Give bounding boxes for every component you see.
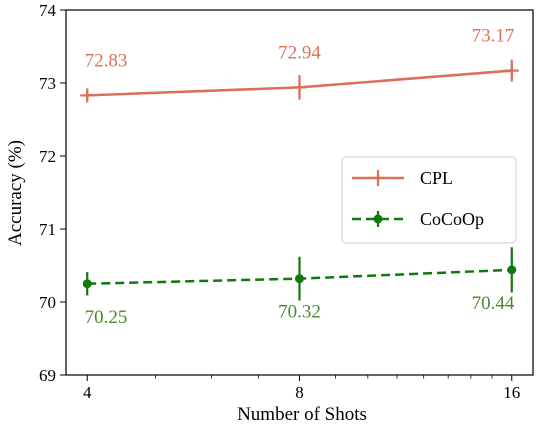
y-tick-label: 72 xyxy=(39,147,56,166)
data-label: 72.94 xyxy=(278,42,321,63)
data-label: 70.25 xyxy=(85,307,128,328)
data-point xyxy=(507,265,517,275)
data-point xyxy=(292,80,307,95)
y-tick-label: 73 xyxy=(39,74,56,93)
legend-label: CPL xyxy=(420,168,453,188)
legend-entry-cocoop: CoCoOp xyxy=(352,209,484,229)
data-label: 73.17 xyxy=(472,26,515,47)
y-tick-label: 70 xyxy=(39,293,56,312)
series-cocoop: 70.25 70.32 70.44 xyxy=(82,247,517,328)
data-label: 70.32 xyxy=(278,302,321,323)
legend-entry-cpl: CPL xyxy=(352,168,453,188)
y-tick-label: 69 xyxy=(39,366,56,385)
data-point xyxy=(80,88,95,103)
x-tick-label: 8 xyxy=(295,383,304,402)
data-label: 72.83 xyxy=(85,50,128,71)
plot-area: 69 70 71 72 73 74 4 8 16 72.83 72.94 73.17 70.25 70.3… xyxy=(39,1,534,402)
data-point xyxy=(504,63,519,78)
x-axis-label: Number of Shots xyxy=(237,404,367,425)
x-tick-label: 16 xyxy=(503,383,520,402)
data-point xyxy=(295,274,304,284)
y-axis-label: Accuracy (%) xyxy=(5,140,26,246)
series-cpl: 72.83 72.94 73.17 xyxy=(80,26,519,103)
legend: CPL CoCoOp xyxy=(341,156,517,244)
data-label: 70.44 xyxy=(472,293,515,314)
y-tick-label: 74 xyxy=(39,1,57,20)
x-tick-label: 4 xyxy=(83,383,92,402)
y-tick-label: 71 xyxy=(39,220,56,239)
data-point xyxy=(82,279,92,289)
legend-label: CoCoOp xyxy=(420,209,484,229)
